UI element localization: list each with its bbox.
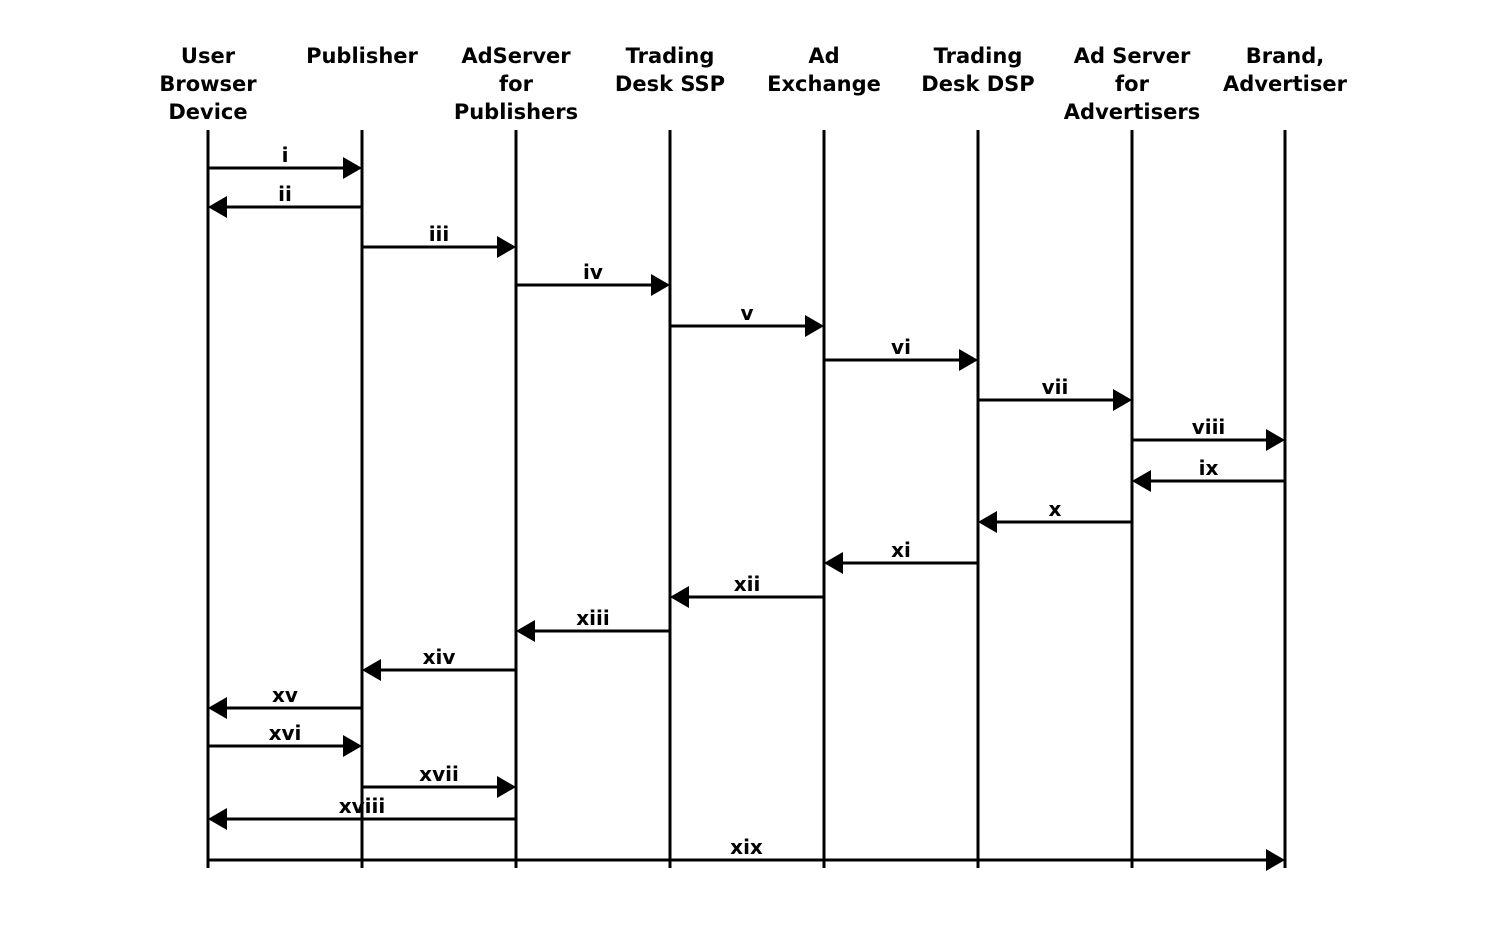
- message-label: vii: [1042, 375, 1069, 399]
- message-label: iv: [583, 260, 603, 284]
- participant-label-ad-exchange: Ad Exchange: [767, 44, 881, 96]
- participant-label-line: for: [1115, 72, 1150, 96]
- participant-label-line: Brand,: [1246, 44, 1325, 68]
- message-label: i: [282, 143, 289, 167]
- message-label: xvii: [419, 762, 459, 786]
- message-vi: vi: [824, 335, 978, 371]
- message-viii: viii: [1132, 415, 1285, 451]
- participant-label-line: Device: [168, 100, 247, 124]
- message-v: v: [670, 301, 824, 337]
- message-iv: iv: [516, 260, 670, 296]
- arrowhead: [1113, 389, 1132, 411]
- message-xvi: xvi: [208, 721, 362, 757]
- participant-label-trading-desk-dsp: Trading Desk DSP: [921, 44, 1034, 96]
- participant-label-adserver-advertisers: Ad Server for Advertisers: [1064, 44, 1200, 124]
- participant-labels: User Browser Device Publisher AdServer for Pub…: [159, 44, 1347, 124]
- arrowhead: [497, 236, 516, 258]
- message-label: xiii: [576, 606, 609, 630]
- message-xv: xv: [208, 683, 362, 719]
- participant-label-line: Trading: [934, 44, 1023, 68]
- arrowhead: [670, 586, 689, 608]
- arrowhead: [1266, 849, 1285, 871]
- participant-label-line: Ad: [808, 44, 839, 68]
- arrowhead: [805, 315, 824, 337]
- arrowhead: [343, 735, 362, 757]
- participant-label-line: for: [499, 72, 534, 96]
- participant-label-publisher: Publisher: [306, 44, 418, 68]
- arrowhead: [362, 659, 381, 681]
- arrowhead: [1132, 470, 1151, 492]
- participant-label-user: User Browser Device: [159, 44, 257, 124]
- message-label: xix: [730, 835, 763, 859]
- message-iii: iii: [362, 222, 516, 258]
- arrowhead: [343, 157, 362, 179]
- participant-label-line: Trading: [626, 44, 715, 68]
- message-label: xviii: [339, 794, 386, 818]
- message-label: ix: [1199, 456, 1219, 480]
- arrowhead: [959, 349, 978, 371]
- message-xix: xix: [208, 835, 1285, 871]
- participant-label-line: Advertiser: [1223, 72, 1348, 96]
- message-label: ii: [278, 182, 292, 206]
- participant-label-line: AdServer: [461, 44, 571, 68]
- arrowhead: [516, 620, 535, 642]
- participant-label-line: Publisher: [306, 44, 418, 68]
- message-x: x: [978, 497, 1132, 533]
- arrowhead: [497, 776, 516, 798]
- message-label: vi: [891, 335, 911, 359]
- participant-label-line: Advertisers: [1064, 100, 1200, 124]
- message-label: viii: [1192, 415, 1226, 439]
- participant-label-adserver-publishers: AdServer for Publishers: [454, 44, 578, 124]
- participant-label-line: Exchange: [767, 72, 881, 96]
- arrowhead: [208, 808, 227, 830]
- participant-label-line: User: [181, 44, 236, 68]
- message-label: xi: [891, 538, 911, 562]
- lifelines: [206, 130, 1287, 868]
- participant-label-brand-advertiser: Brand, Advertiser: [1223, 44, 1348, 96]
- message-label: v: [740, 301, 753, 325]
- message-ix: ix: [1132, 456, 1285, 492]
- message-label: xii: [734, 572, 761, 596]
- message-xviii: xviii: [208, 794, 516, 830]
- message-ii: ii: [208, 182, 362, 218]
- message-vii: vii: [978, 375, 1132, 411]
- participant-label-line: Publishers: [454, 100, 578, 124]
- participant-label-line: Desk SSP: [615, 72, 725, 96]
- message-label: x: [1049, 497, 1062, 521]
- message-xvii: xvii: [362, 762, 516, 798]
- message-label: xv: [272, 683, 298, 707]
- message-xii: xii: [670, 572, 824, 608]
- message-xi: xi: [824, 538, 978, 574]
- arrowhead: [208, 196, 227, 218]
- message-label: xvi: [269, 721, 302, 745]
- arrowhead: [1266, 429, 1285, 451]
- message-i: i: [208, 143, 362, 179]
- participant-label-line: Browser: [159, 72, 257, 96]
- arrowhead: [978, 511, 997, 533]
- message-label: iii: [429, 222, 450, 246]
- messages: iiiiiiivvviviiviiiixxxixiixiiixivxvxvixv…: [208, 143, 1285, 871]
- arrowhead: [208, 697, 227, 719]
- message-xiv: xiv: [362, 645, 516, 681]
- arrowhead: [824, 552, 843, 574]
- arrowhead: [651, 274, 670, 296]
- participant-label-trading-desk-ssp: Trading Desk SSP: [615, 44, 725, 96]
- message-label: xiv: [423, 645, 456, 669]
- message-xiii: xiii: [516, 606, 670, 642]
- participant-label-line: Desk DSP: [921, 72, 1034, 96]
- participant-label-line: Ad Server: [1074, 44, 1191, 68]
